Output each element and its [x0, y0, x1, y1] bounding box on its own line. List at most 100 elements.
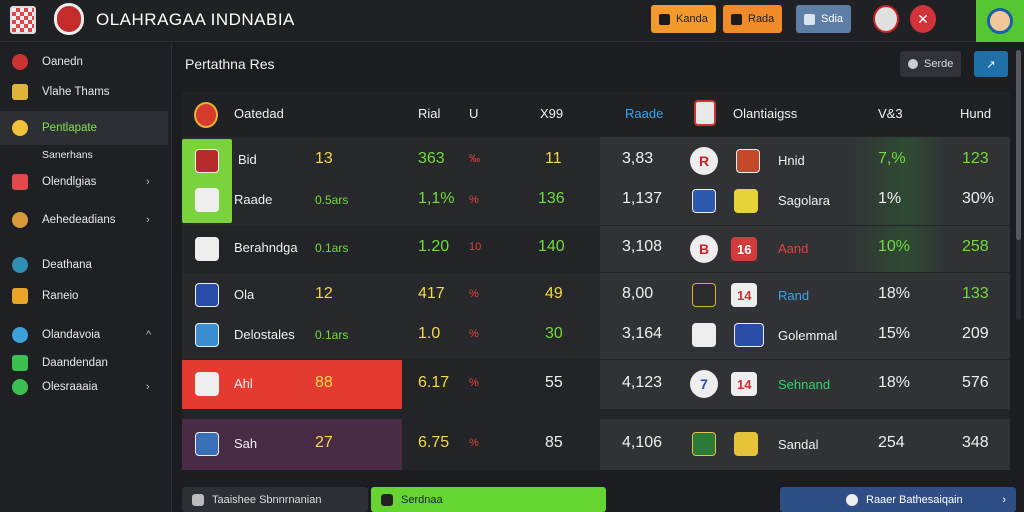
stat-b: 363 [418, 150, 445, 167]
team-name: Ola [234, 287, 255, 302]
sidebar-item[interactable]: Raneio [0, 285, 168, 307]
footer-button-right[interactable]: Raaer Bathesaiqain › [780, 487, 1016, 512]
header-button-1[interactable]: Kanda [651, 5, 716, 33]
ticket-icon [731, 13, 742, 25]
stat-g: 123 [962, 150, 989, 167]
calendar-icon [659, 13, 670, 25]
club-crest-icon [736, 149, 760, 173]
table-row-group[interactable]: Ola Delostales 12 0.1ars 417 1.0 % % 49 … [182, 273, 1010, 359]
table-row-highlight[interactable]: Ahl 88 6.17 % 55 4,123 7 14 Sehnand 18% … [182, 360, 1010, 409]
column-header[interactable]: Olantiaigss [733, 106, 798, 121]
chart-icon: ↗ [986, 58, 996, 71]
shield-icon [192, 493, 204, 506]
position-pill: 14 [731, 283, 758, 307]
footer-button-mid[interactable]: Serdnaa [371, 487, 606, 512]
stat-a: 0.5ars [315, 193, 349, 207]
club-crest-icon [692, 189, 716, 213]
sidebar-item[interactable]: Olendlgias › [0, 171, 168, 193]
chart-button[interactable]: ↗ [974, 51, 1008, 77]
table-row[interactable]: Berahndga 0.1ars 1.20 10 140 3,108 B 16 … [182, 226, 1010, 272]
chevron-up-icon: ^ [146, 329, 152, 341]
avatar[interactable] [976, 0, 1024, 42]
stat-d: 55 [545, 374, 563, 391]
footer-button-label: Serdnaa [401, 493, 443, 506]
stat-b: 6.17 [418, 374, 450, 391]
stat-c: ‰ [469, 153, 480, 165]
header-button-2[interactable]: Rada [723, 5, 783, 33]
header-button-label: Rada [748, 13, 775, 25]
stat-f: 18% [878, 374, 911, 391]
stat-e: 3,83 [622, 150, 654, 167]
stat-g: 258 [962, 238, 989, 255]
column-header[interactable]: Hund [960, 106, 992, 121]
standings-table: Oatedad Rial U X99 Raade Olantiaigss V&3… [182, 92, 1010, 470]
crest-icon[interactable] [873, 5, 899, 33]
ball-icon [12, 54, 28, 70]
stat-f: 10% [878, 238, 911, 255]
club-name: Sehnand [778, 377, 831, 392]
club-icon [12, 174, 28, 190]
stat-c: % [469, 377, 479, 389]
sidebar-item[interactable]: Aehedeadians › [0, 209, 168, 231]
row-background [182, 137, 600, 225]
stat-d: 140 [538, 238, 565, 255]
search-button[interactable]: Serde [900, 51, 962, 77]
scrollbar-thumb[interactable] [1016, 50, 1021, 240]
club-name: Sandal [778, 437, 819, 452]
header-button-label: Sdia [821, 13, 844, 25]
stat-c: % [469, 288, 479, 300]
sidebar-item[interactable]: Daandendan [0, 354, 168, 372]
row-background [402, 419, 600, 470]
sidebar-item[interactable]: Olesraaaia › [0, 376, 168, 398]
stat-a: 27 [315, 434, 333, 451]
ball-icon [846, 493, 858, 506]
row-background [182, 226, 600, 272]
club-crest-icon [692, 323, 716, 347]
sidebar-item[interactable]: Vlahe Thams [0, 81, 168, 103]
app-logo-icon [10, 6, 36, 34]
stat-b: 6.75 [418, 434, 450, 451]
club-crest-icon [734, 432, 758, 456]
stat-b: 1.0 [418, 325, 441, 342]
sidebar-item[interactable]: Deathana [0, 254, 168, 276]
top-bar: OLAHRAGAA INDNABIA Kanda Rada Sdia ✕ [0, 0, 1024, 42]
stat-b: 1.20 [418, 238, 450, 255]
stat-c: % [469, 194, 479, 206]
team-crest-icon [195, 372, 219, 396]
header-button-label: Kanda [676, 13, 708, 25]
column-header[interactable]: X99 [540, 106, 564, 121]
footer-button-label: Raaer Bathesaiqain [866, 493, 963, 506]
stat-g: 133 [962, 285, 989, 302]
stat-e: 8,00 [622, 285, 654, 302]
column-header[interactable]: Rial [418, 106, 441, 121]
team-crest-icon [195, 237, 219, 261]
table-row[interactable]: Sah 27 6.75 % 85 4,106 Sandal 254 348 [182, 419, 1010, 470]
stat-d: 11 [545, 150, 562, 167]
table-row-group[interactable]: Bid Raade 13 0.5ars 363 1,1% ‰ % 11 136 … [182, 137, 1010, 225]
club-crest-icon [692, 283, 716, 307]
stat-g: 348 [962, 434, 989, 451]
form-highlight [844, 137, 948, 225]
sidebar-item-label: Olendlgias [42, 176, 97, 188]
sidebar: Oanedn Vlahe Thams Pentlapate Sanerhans … [0, 43, 172, 512]
chevron-right-icon: › [146, 214, 150, 226]
sidebar-item[interactable]: Olandavoia ^ [0, 324, 168, 346]
sidebar-item-active[interactable]: Pentlapate [0, 111, 168, 145]
club-icon[interactable]: ✕ [910, 5, 936, 33]
sidebar-item[interactable]: Oanedn [0, 51, 168, 73]
team-name: Ahl [234, 376, 253, 391]
column-header[interactable]: Oatedad [234, 106, 284, 121]
club-crest-icon [194, 102, 218, 128]
sidebar-item[interactable]: Sanerhans [0, 146, 168, 164]
row-background [600, 137, 1010, 225]
column-header[interactable]: Raade [625, 106, 664, 121]
sidebar-item-label: Deathana [42, 259, 92, 271]
team-name: Berahndga [234, 240, 298, 255]
stat-e: 1,137 [622, 190, 663, 207]
shield-icon [694, 100, 716, 126]
search-button-label: Serde [924, 58, 954, 70]
header-button-3[interactable]: Sdia [796, 5, 852, 33]
column-header[interactable]: V&3 [878, 106, 903, 121]
column-header[interactable]: U [469, 106, 479, 121]
footer-button-left[interactable]: Taaishee Sbnnrnanian [182, 487, 368, 512]
